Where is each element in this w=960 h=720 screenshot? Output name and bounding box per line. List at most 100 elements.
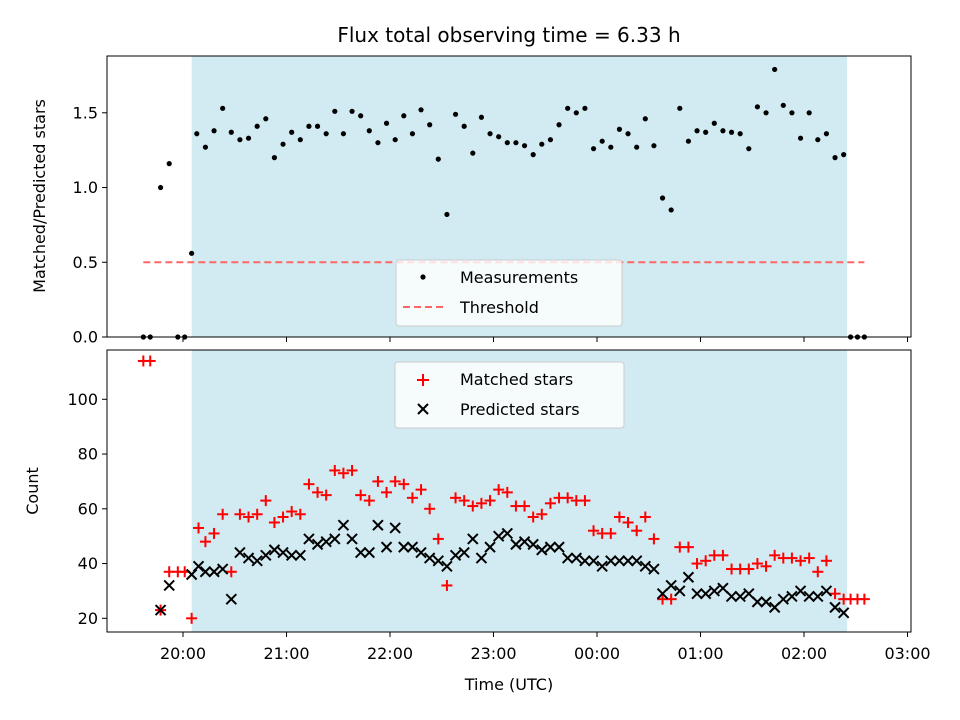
measurement-point — [737, 131, 743, 137]
predicted-stars-point — [337, 519, 350, 531]
measurement-point — [211, 128, 217, 134]
predicted-stars-point — [665, 579, 677, 592]
measurement-point — [659, 195, 666, 201]
predicted-stars-point — [163, 579, 175, 592]
measurement-point — [746, 146, 752, 152]
matched-stars-point — [406, 492, 418, 504]
measurement-point — [772, 66, 778, 73]
top-legend: Measurements Threshold — [395, 259, 623, 327]
matched-stars-point — [329, 464, 341, 476]
predicted-stars-point — [596, 560, 608, 572]
matched-stars-point — [858, 593, 870, 605]
predicted-stars-point — [406, 541, 419, 553]
measurement-point — [157, 184, 164, 191]
top-y-tick-label: 1.0 — [73, 178, 98, 197]
x-axis-label: Time (UTC) — [464, 675, 553, 694]
measurement-point — [306, 123, 312, 129]
measurement-point — [297, 137, 303, 143]
x-tick-label: 23:00 — [470, 644, 516, 663]
predicted-stars-point — [441, 560, 453, 572]
measurement-point — [237, 137, 243, 143]
matched-stars-point — [467, 500, 479, 512]
measurement-point — [547, 137, 554, 143]
predicted-stars-point — [467, 533, 479, 545]
matched-stars-point — [346, 464, 358, 476]
bottom-y-tick-label: 80 — [78, 445, 98, 464]
measurement-point — [496, 134, 502, 140]
measurement-point — [254, 123, 260, 129]
predicted-stars-point — [527, 538, 539, 551]
matched-stars-point — [286, 506, 298, 518]
matched-stars-point — [251, 508, 263, 520]
predicted-stars-point — [346, 533, 358, 545]
measurement-point — [521, 143, 528, 149]
matched-stars-point — [519, 500, 531, 512]
matched-stars-point — [303, 478, 315, 490]
measurement-point — [634, 144, 640, 150]
legend-label-measurements: Measurements — [460, 268, 578, 287]
matched-stars-point — [199, 536, 211, 548]
measurement-point — [220, 105, 226, 111]
matched-stars-point — [544, 497, 556, 509]
measurement-point — [720, 128, 726, 134]
matched-stars-point — [186, 612, 198, 624]
measurement-point — [418, 107, 424, 113]
matched-stars-point — [501, 486, 513, 498]
top-y-tick-label: 0.5 — [73, 253, 98, 272]
predicted-stars-point — [216, 563, 229, 575]
measurement-point — [599, 138, 605, 144]
matched-stars-point — [493, 484, 505, 496]
measurement-point — [832, 155, 838, 161]
matched-stars-point — [243, 511, 255, 523]
predicted-stars-point — [458, 546, 470, 559]
predicted-stars-point — [622, 555, 634, 567]
matched-stars-point — [475, 497, 487, 509]
measurement-point — [642, 116, 648, 122]
legend-marker-predicted-stars — [417, 403, 429, 415]
matched-stars-point — [613, 511, 625, 523]
measurement-point — [582, 105, 588, 111]
x-tick-label: 21:00 — [263, 644, 309, 663]
matched-stars-point — [458, 495, 470, 507]
measurement-point — [332, 108, 338, 114]
predicted-stars-point — [415, 546, 427, 559]
matched-stars-point — [268, 516, 280, 528]
top-plot-frame — [106, 55, 912, 338]
bottom-y-tick-label: 60 — [78, 499, 98, 518]
predicted-stars-point — [234, 546, 246, 559]
measurement-point — [435, 156, 441, 162]
predicted-stars-point — [674, 585, 686, 597]
predicted-stars-point — [372, 519, 384, 531]
predicted-stars-point — [192, 560, 205, 572]
measurement-point — [487, 131, 493, 137]
top-panel: 0.0 0.5 1.0 1.5 Matched/Predicted stars Mea… — [30, 55, 912, 347]
measurement-point — [470, 150, 476, 156]
predicted-stars-point — [613, 555, 626, 567]
predicted-stars-point — [553, 541, 565, 553]
bottom-y-tick-label: 20 — [78, 609, 98, 628]
measurement-point — [366, 128, 372, 134]
predicted-stars-point — [725, 590, 738, 603]
predicted-stars-point — [751, 596, 764, 608]
predicted-stars-point — [587, 555, 600, 567]
matched-stars-point — [536, 508, 548, 520]
x-tick-label: 00:00 — [574, 644, 620, 663]
matched-stars-point — [193, 522, 205, 534]
predicted-stars-point — [251, 555, 263, 567]
matched-stars-point — [432, 533, 444, 545]
predicted-stars-point — [708, 585, 721, 597]
measurement-point — [245, 135, 252, 141]
measurement-point — [358, 113, 364, 119]
measurement-point — [263, 116, 269, 122]
predicted-stars-point — [803, 590, 815, 603]
bottom-panel: 20 40 60 80 100 20:00 21:00 22:00 23:00 00:00 01:… — [23, 349, 931, 694]
measurement-point — [677, 105, 683, 111]
matched-stars-point — [562, 492, 574, 504]
measurement-point — [556, 122, 562, 128]
predicted-stars-point — [303, 533, 315, 545]
legend-marker-matched-stars — [417, 374, 429, 386]
matched-stars-point — [795, 555, 807, 567]
matched-stars-point — [372, 475, 384, 487]
matched-stars-point — [294, 508, 306, 520]
predicted-stars-point — [268, 544, 281, 556]
